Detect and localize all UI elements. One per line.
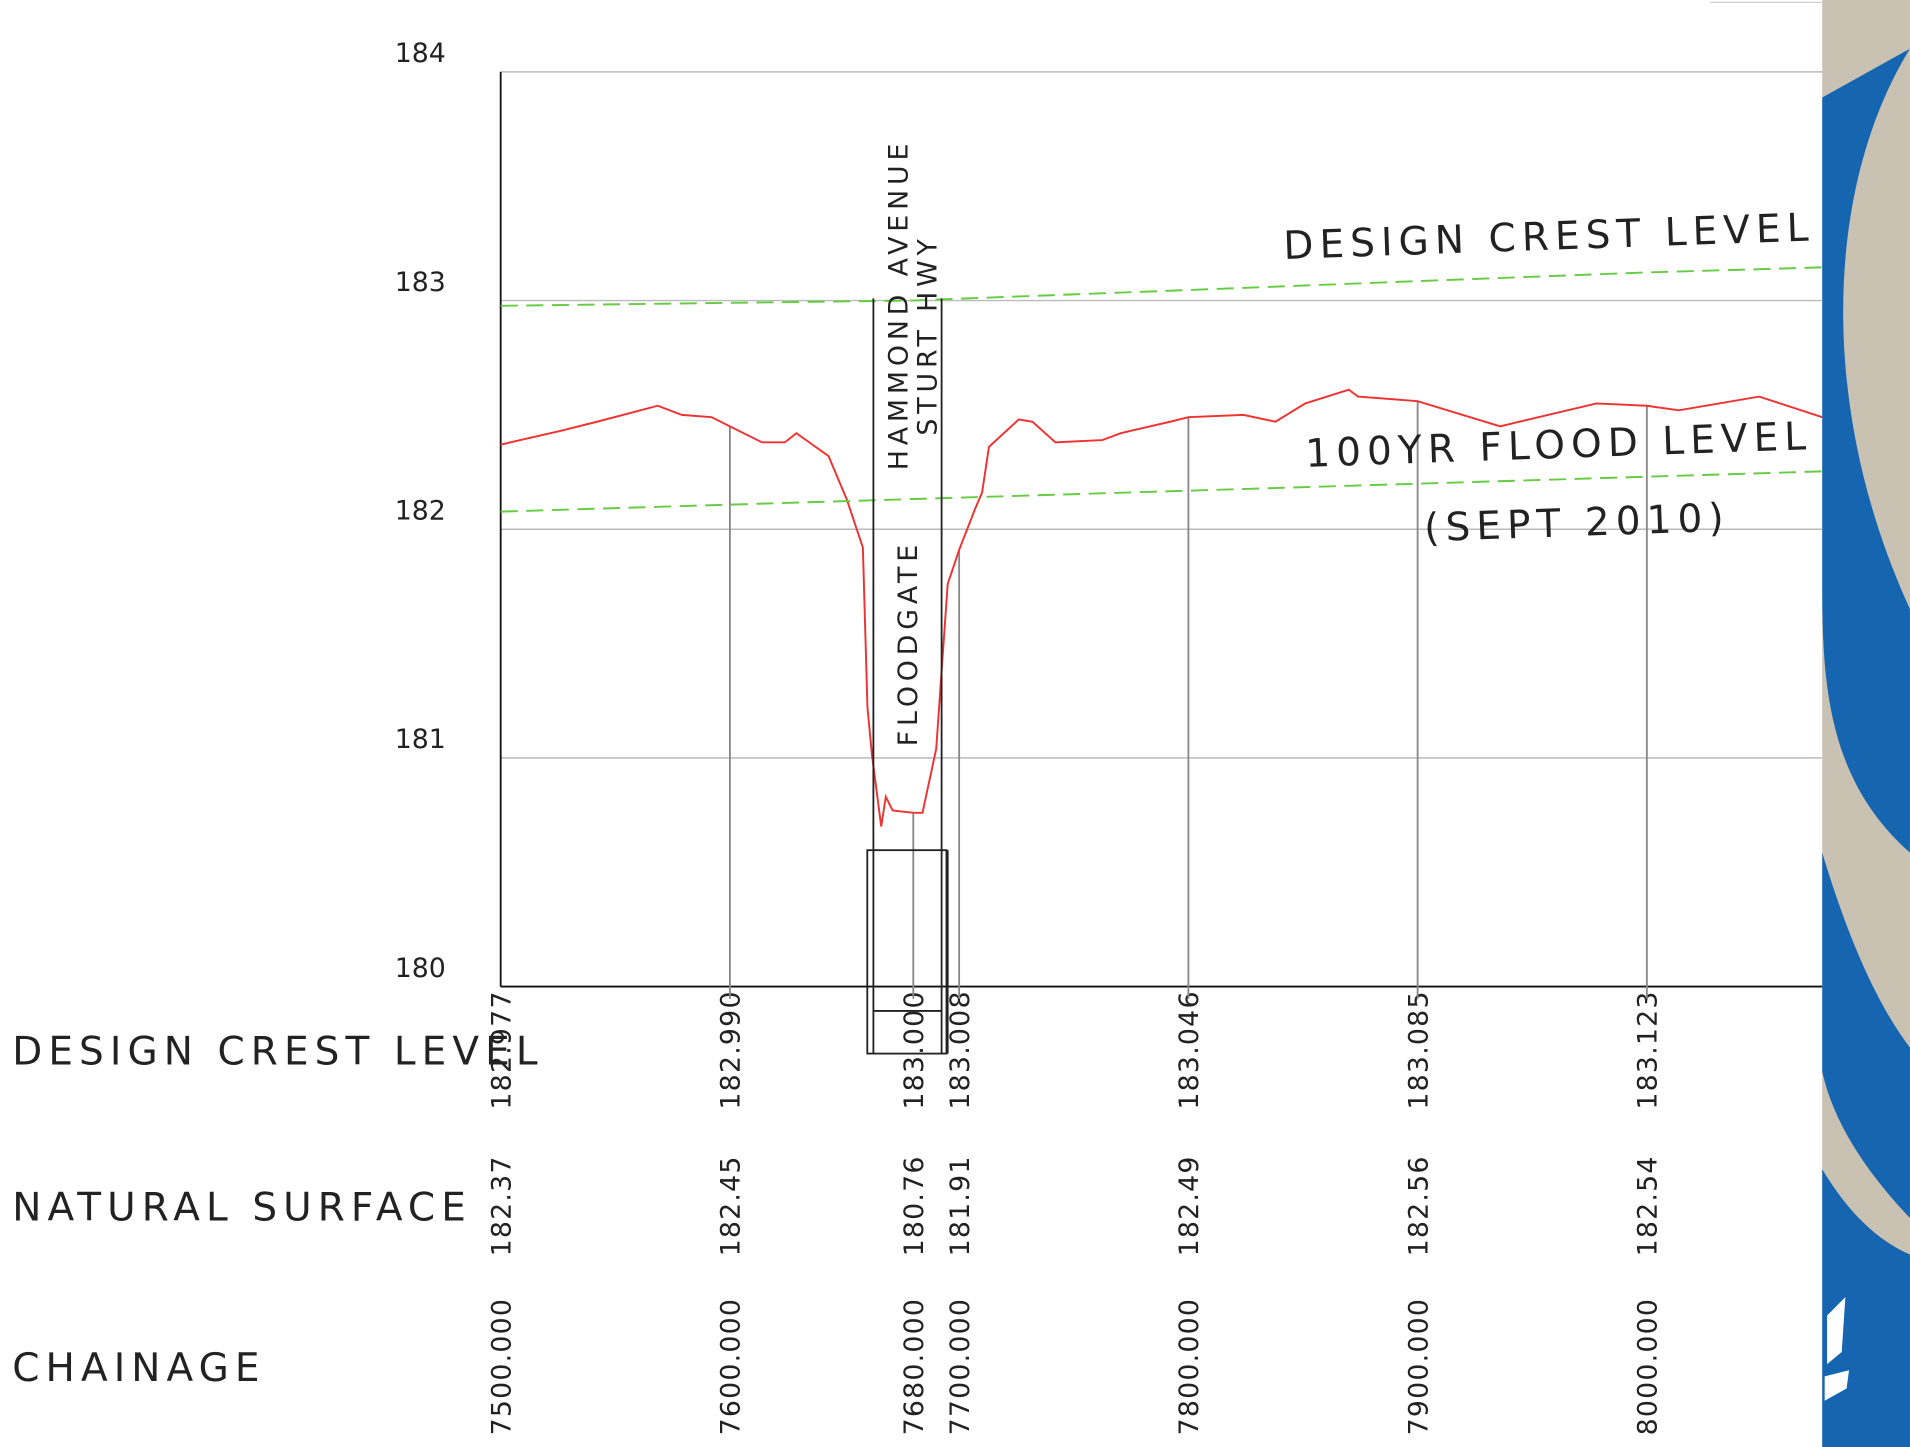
series-label: DESIGN CREST LEVEL (1283, 205, 1816, 269)
logo-mark (1824, 1297, 1850, 1401)
row-label: NATURAL SURFACE (12, 1185, 472, 1230)
series-line (500, 266, 1823, 307)
table-value: 8000.000 (1633, 1298, 1664, 1436)
table-value: 7800.000 (1174, 1298, 1205, 1436)
logo-swoosh (1822, 48, 1910, 853)
annotation: STURT HWY (913, 234, 944, 435)
annotation: FLOODGATE (893, 540, 924, 746)
series-line (500, 470, 1823, 513)
series-label: 100YR FLOOD LEVEL (1305, 414, 1813, 477)
table-value: 182.37 (486, 1155, 517, 1256)
annotation: (SEPT 2010) (1423, 496, 1730, 552)
table-value: 183.046 (1174, 990, 1205, 1109)
table-value: 182.49 (1174, 1155, 1205, 1256)
series-line (500, 388, 1823, 827)
table-value: 183.008 (945, 990, 976, 1109)
table-value: 182.990 (716, 990, 747, 1109)
structure-box (866, 849, 948, 1055)
table-value: 182.56 (1403, 1155, 1434, 1256)
table-value: 182.45 (716, 1155, 747, 1256)
row-label: DESIGN CREST LEVEL (12, 1030, 543, 1075)
table-value: 183.123 (1633, 990, 1664, 1109)
y-tick-label: 184 (395, 38, 446, 69)
y-tick-label: 182 (395, 495, 446, 526)
y-tick-label: 180 (395, 953, 446, 984)
table-value: 183.000 (899, 990, 930, 1109)
y-tick-label: 181 (395, 724, 446, 755)
table-value: 7680.000 (899, 1298, 930, 1436)
table-value: 181.91 (945, 1155, 976, 1256)
table-value: 7500.000 (486, 1298, 517, 1436)
logo-swoosh (1822, 852, 1910, 1219)
logo (1710, 0, 1910, 1447)
table-value: 7900.000 (1403, 1298, 1434, 1436)
floodgate-structure (866, 298, 949, 1055)
annotation: HAMMOND AVENUE (883, 139, 914, 471)
row-label: CHAINAGE (12, 1346, 265, 1391)
y-tick-label: 183 (395, 267, 446, 298)
table-value: 7700.000 (945, 1298, 976, 1436)
table-value: 183.085 (1403, 990, 1434, 1109)
table-value: 182.977 (486, 990, 517, 1109)
table-value: 7600.000 (716, 1298, 747, 1436)
table-value: 182.54 (1633, 1155, 1664, 1256)
table-value: 180.76 (899, 1155, 930, 1256)
